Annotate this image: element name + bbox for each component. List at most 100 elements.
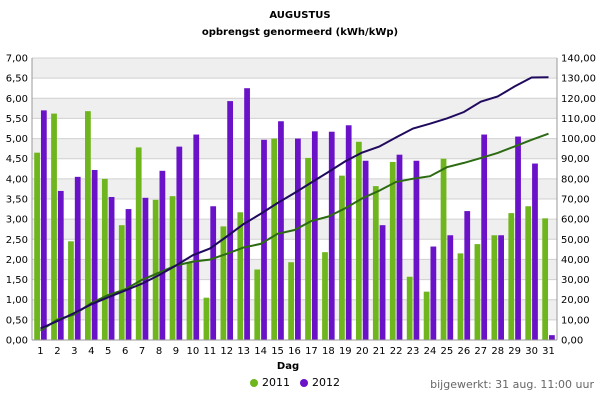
right-tick-label: 50,00 <box>561 235 590 246</box>
bar-2012-day-4 <box>91 169 98 340</box>
bar-2012-day-28 <box>498 235 504 340</box>
cumulative-line-2011 <box>39 132 549 332</box>
left-tick-label: 7,00 <box>6 54 28 65</box>
bar-2011-day-15 <box>271 138 278 340</box>
right-tick-label: 80,00 <box>561 174 590 185</box>
left-tick-label: 1,50 <box>6 275 28 286</box>
x-tick-label: 14 <box>254 346 267 357</box>
x-tick-label: 15 <box>271 346 284 357</box>
bar-2012-day-6 <box>125 209 132 340</box>
bar-2012-day-1 <box>40 110 47 340</box>
bar-2011-day-24 <box>423 291 430 340</box>
x-tick-label: 27 <box>474 346 487 357</box>
bar-2012-day-30 <box>532 163 538 340</box>
legend: 2011 2012 <box>250 376 340 389</box>
x-tick-label: 11 <box>203 346 216 357</box>
right-tick-label: 140,00 <box>561 54 596 65</box>
bar-2011-day-8 <box>152 199 159 340</box>
right-tick-label: 0,00 <box>561 336 583 347</box>
bar-2012-day-8 <box>159 170 166 340</box>
bar-2011-day-17 <box>305 157 311 340</box>
bar-2012-day-14 <box>261 139 267 340</box>
bar-2012-day-3 <box>74 176 81 340</box>
x-tick-label: 25 <box>441 346 454 357</box>
legend-label-2011: 2011 <box>262 376 290 389</box>
right-tick-label: 110,00 <box>561 114 596 125</box>
right-tick-label: 60,00 <box>561 215 590 226</box>
x-tick-label: 23 <box>407 346 420 357</box>
x-tick-label: 17 <box>305 346 318 357</box>
bar-2012-day-25 <box>447 235 454 340</box>
bar-2011-day-11 <box>203 297 210 340</box>
left-tick-label: 2,00 <box>6 255 28 266</box>
bar-2012-day-19 <box>345 125 352 340</box>
bar-2011-day-23 <box>406 276 413 340</box>
x-tick-label: 31 <box>542 346 555 357</box>
bar-2012-day-5 <box>108 196 115 340</box>
bar-2012-day-2 <box>57 190 64 340</box>
x-tick-label: 7 <box>139 346 145 357</box>
bar-2011-day-14 <box>254 269 261 340</box>
x-tick-label: 16 <box>288 346 301 357</box>
bar-2012-day-18 <box>328 131 335 340</box>
cumulative-line-2012 <box>40 76 549 330</box>
bar-2011-day-27 <box>474 244 481 340</box>
chart-subtitle: opbrengst genormeerd (kWh/kWp) <box>202 27 398 38</box>
x-tick-label: 21 <box>373 346 386 357</box>
plot-band <box>32 58 557 79</box>
bar-2012-day-21 <box>379 225 386 340</box>
x-tick-label: 19 <box>339 346 352 357</box>
legend-item-2011: 2011 <box>250 376 290 389</box>
left-tick-label: 5,00 <box>6 134 28 145</box>
right-tick-label: 120,00 <box>561 94 596 105</box>
bar-2012-day-16 <box>295 138 301 340</box>
bar-2012-day-17 <box>311 131 318 340</box>
x-tick-label: 29 <box>508 346 521 357</box>
x-tick-label: 30 <box>525 346 538 357</box>
plot-band <box>32 178 557 199</box>
bar-2011-day-5 <box>101 178 108 340</box>
legend-label-2012: 2012 <box>312 376 340 389</box>
bar-2011-day-10 <box>186 262 193 340</box>
bar-2012-day-22 <box>396 154 403 340</box>
bar-2011-day-3 <box>68 241 74 340</box>
x-tick-label: 2 <box>54 346 60 357</box>
left-tick-label: 1,00 <box>6 295 28 306</box>
bar-2011-day-7 <box>135 147 142 340</box>
left-tick-label: 0,50 <box>6 315 28 326</box>
plot-band <box>32 98 557 119</box>
left-tick-label: 5,50 <box>6 114 28 125</box>
bar-2011-day-31 <box>542 218 549 340</box>
bar-2011-day-18 <box>322 252 328 340</box>
left-tick-label: 4,50 <box>6 154 28 165</box>
legend-item-2012: 2012 <box>300 376 340 389</box>
left-tick-label: 3,50 <box>6 195 28 206</box>
bar-2012-day-10 <box>193 134 200 340</box>
x-tick-label: 18 <box>322 346 335 357</box>
bar-2011-day-19 <box>339 175 345 340</box>
bar-2012-day-27 <box>481 134 488 340</box>
right-tick-label: 40,00 <box>561 255 590 266</box>
bar-2011-day-21 <box>372 186 379 340</box>
bar-2011-day-2 <box>51 113 57 340</box>
left-tick-label: 4,00 <box>6 174 28 185</box>
right-tick-label: 130,00 <box>561 74 596 85</box>
x-tick-label: 1 <box>37 346 43 357</box>
x-tick-label: 4 <box>88 346 94 357</box>
right-tick-label: 70,00 <box>561 195 590 206</box>
plot-band <box>32 138 557 159</box>
right-tick-label: 10,00 <box>561 315 590 326</box>
chart-title: AUGUSTUS <box>269 10 330 21</box>
bar-2012-day-20 <box>362 160 369 340</box>
left-tick-label: 3,00 <box>6 215 28 226</box>
bar-2012-day-13 <box>244 88 250 340</box>
x-tick-label: 5 <box>105 346 111 357</box>
right-tick-label: 90,00 <box>561 154 590 165</box>
x-tick-label: 20 <box>356 346 369 357</box>
left-tick-label: 6,50 <box>6 74 28 85</box>
bar-2011-day-12 <box>220 226 227 340</box>
left-tick-label: 0,00 <box>6 336 28 347</box>
bar-2012-day-7 <box>142 197 149 340</box>
x-tick-label: 6 <box>122 346 128 357</box>
